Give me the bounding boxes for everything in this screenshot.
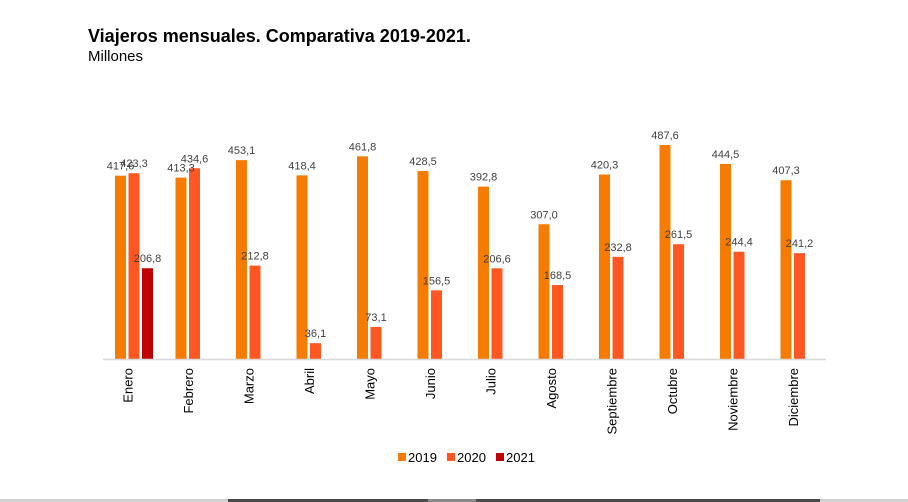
category-label-marzo: Marzo bbox=[241, 368, 256, 404]
data-label-2021-enero: 206,8 bbox=[134, 253, 162, 265]
data-label-2020-septiembre: 232,8 bbox=[604, 242, 632, 254]
category-label-abril: Abril bbox=[302, 368, 317, 394]
data-label-2019-abril: 418,4 bbox=[288, 160, 316, 172]
data-label-2020-marzo: 212,8 bbox=[241, 251, 269, 263]
bar-2019-junio bbox=[417, 170, 429, 359]
legend: 2019 2020 2021 bbox=[398, 450, 535, 465]
category-label-septiembre: Septiembre bbox=[604, 368, 619, 434]
data-label-2020-abril: 36,1 bbox=[305, 328, 326, 340]
bar-2020-diciembre bbox=[794, 253, 805, 359]
legend-swatch-2021 bbox=[496, 453, 504, 461]
bar-2020-abril bbox=[310, 343, 321, 359]
data-label-2019-junio: 428,5 bbox=[409, 156, 437, 168]
bar-2020-febrero bbox=[189, 168, 200, 359]
bar-2019-noviembre bbox=[720, 163, 731, 359]
bar-2019-octubre bbox=[659, 145, 671, 359]
category-label-mayo: Mayo bbox=[362, 368, 377, 400]
bar-2020-octubre bbox=[673, 244, 684, 359]
scrollbar-thumb[interactable] bbox=[228, 499, 820, 502]
category-label-febrero: Febrero bbox=[181, 368, 196, 414]
legend-label-2019: 2019 bbox=[408, 450, 437, 465]
bar-2020-noviembre bbox=[733, 251, 745, 359]
data-label-2020-enero: 423,3 bbox=[120, 158, 148, 170]
data-label-2019-marzo: 453,1 bbox=[228, 145, 256, 157]
chart-title: Viajeros mensuales. Comparativa 2019-202… bbox=[88, 26, 471, 46]
bar-2019-abril bbox=[296, 175, 308, 359]
bar-2019-marzo bbox=[236, 160, 247, 359]
bar-2019-agosto bbox=[538, 224, 550, 359]
data-label-2019-enero: 417,6 bbox=[107, 161, 135, 173]
legend-label-2020: 2020 bbox=[457, 450, 486, 465]
bar-2019-mayo bbox=[357, 156, 368, 359]
category-label-julio: Julio bbox=[483, 368, 498, 395]
bars-group bbox=[115, 145, 805, 359]
bar-2020-mayo bbox=[370, 326, 382, 359]
category-label-octubre: Octubre bbox=[665, 368, 680, 414]
chart-subtitle: Millones bbox=[88, 48, 144, 65]
data-label-2019-mayo: 461,8 bbox=[349, 141, 377, 153]
data-label-2020-febrero: 434,6 bbox=[181, 153, 209, 165]
bar-2019-julio bbox=[478, 186, 489, 359]
bar-2020-junio bbox=[431, 290, 442, 359]
legend-swatch-2019 bbox=[398, 453, 406, 461]
data-label-2020-junio: 156,5 bbox=[423, 275, 451, 287]
category-label-diciembre: Diciembre bbox=[786, 368, 801, 427]
data-label-2020-mayo: 73,1 bbox=[365, 312, 386, 324]
category-label-enero: Enero bbox=[120, 368, 135, 403]
bar-2020-enero bbox=[128, 173, 140, 359]
data-label-2020-octubre: 261,5 bbox=[665, 229, 693, 241]
data-label-2019-agosto: 307,0 bbox=[530, 209, 558, 221]
bar-2019-septiembre bbox=[599, 174, 610, 359]
legend-swatch-2020 bbox=[447, 453, 455, 461]
data-label-2019-febrero: 413,3 bbox=[167, 163, 195, 175]
category-label-noviembre: Noviembre bbox=[725, 368, 740, 431]
bar-2020-septiembre bbox=[612, 256, 624, 359]
data-label-2020-agosto: 168,5 bbox=[544, 270, 572, 282]
bar-2019-enero bbox=[115, 175, 126, 359]
category-labels-group: Enero Febrero Marzo Abril Mayo Junio Julio Agos… bbox=[120, 368, 801, 435]
bar-2019-febrero bbox=[175, 177, 187, 359]
data-label-2020-julio: 206,6 bbox=[483, 253, 511, 265]
data-label-2019-julio: 392,8 bbox=[470, 172, 498, 184]
scrollbar-thumb-highlight bbox=[428, 499, 476, 502]
data-label-2020-noviembre: 244,4 bbox=[725, 237, 753, 249]
legend-label-2021: 2021 bbox=[506, 450, 535, 465]
bar-2021-enero bbox=[142, 268, 153, 359]
bar-2019-diciembre bbox=[780, 180, 792, 359]
data-label-2019-noviembre: 444,5 bbox=[712, 149, 740, 161]
bar-2020-marzo bbox=[249, 265, 261, 359]
data-label-2020-diciembre: 241,2 bbox=[786, 238, 814, 250]
data-label-2019-diciembre: 407,3 bbox=[772, 165, 800, 177]
bar-2020-julio bbox=[491, 268, 503, 359]
bottom-scrollbar bbox=[0, 499, 908, 502]
category-label-junio: Junio bbox=[423, 368, 438, 399]
data-label-2019-septiembre: 420,3 bbox=[591, 160, 619, 172]
bar-2020-agosto bbox=[552, 285, 563, 359]
category-label-agosto: Agosto bbox=[544, 368, 559, 408]
data-label-2019-octubre: 487,6 bbox=[651, 130, 679, 142]
